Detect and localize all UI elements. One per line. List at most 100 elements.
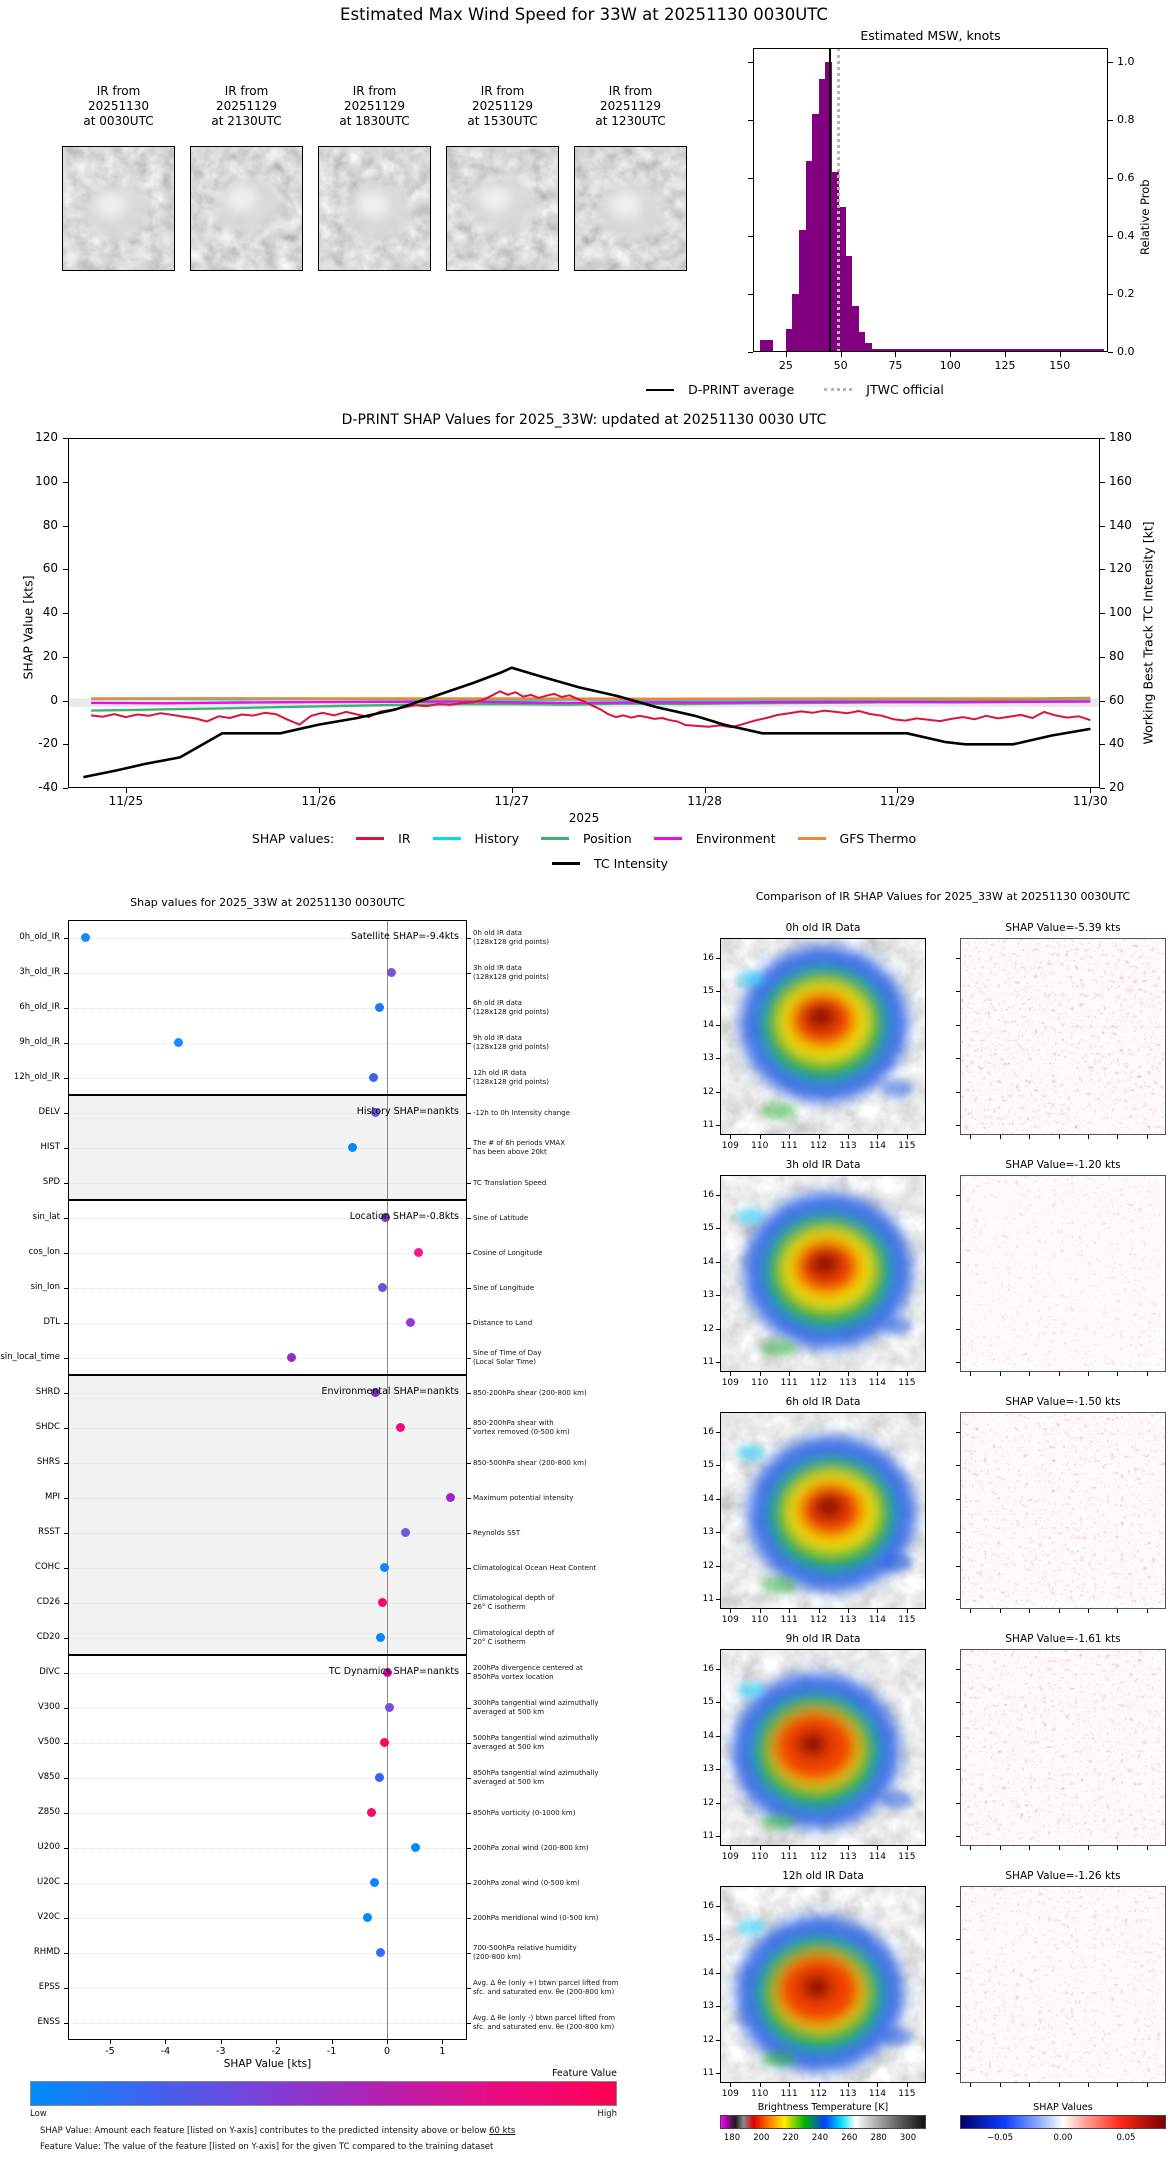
bt-colorbar-title: Brightness Temperature [K] bbox=[757, 2102, 889, 2113]
map-x-tick-label: 110 bbox=[751, 1141, 769, 1151]
shap-dot bbox=[375, 1633, 385, 1642]
shap-map-x-tick bbox=[970, 1372, 972, 1376]
map-x-tick-label: 110 bbox=[751, 1852, 769, 1862]
map-x-tick bbox=[877, 1372, 879, 1376]
dotplot-row-tick-right bbox=[467, 1252, 471, 1254]
dotplot-feature-note: 200hPa zonal wind (0-500 km) bbox=[473, 1878, 580, 1887]
map-y-tick-label: 14 bbox=[702, 1967, 714, 1978]
dotplot-gridline bbox=[68, 1952, 467, 1954]
map-y-tick bbox=[716, 1669, 720, 1671]
shap-map-art bbox=[961, 1887, 1165, 2082]
map-x-tick bbox=[877, 1135, 879, 1139]
map-y-tick bbox=[716, 1906, 720, 1908]
timeseries-y-tick-left-label: -40 bbox=[38, 780, 58, 794]
map-x-tick-label: 110 bbox=[751, 1615, 769, 1625]
timeseries-x-tick-label: 11/25 bbox=[108, 794, 144, 808]
shap-map-x-tick bbox=[999, 1135, 1001, 1139]
bt-colorbar bbox=[720, 2115, 926, 2129]
dotplot-x-tick-label: -4 bbox=[160, 2046, 171, 2057]
shap-map-x-tick bbox=[1029, 2083, 1031, 2087]
map-x-tick bbox=[877, 1846, 879, 1850]
shap-map-x-tick bbox=[1146, 1372, 1148, 1376]
dotplot-row-tick-right bbox=[467, 1532, 471, 1534]
map-y-tick-label: 16 bbox=[702, 1664, 714, 1675]
shap-map-x-tick bbox=[1029, 1372, 1031, 1376]
dotplot-gridline bbox=[68, 1672, 467, 1674]
ir-thumbnail-art bbox=[63, 147, 174, 270]
map-y-tick-label: 15 bbox=[702, 986, 714, 997]
map-x-tick-label: 114 bbox=[868, 1378, 887, 1388]
map-x-tick bbox=[789, 1609, 791, 1613]
histogram-y-tick-label: 0.8 bbox=[1117, 113, 1135, 126]
shap-map-y-tick bbox=[956, 1295, 960, 1297]
dotplot-gridline bbox=[68, 1637, 467, 1639]
dotplot-feature-note: 850-200hPa shear (200-800 km) bbox=[473, 1388, 587, 1397]
histogram-y-tick-label: 0.0 bbox=[1117, 345, 1135, 358]
map-x-tick bbox=[759, 1372, 761, 1376]
dotplot-row-tick-left bbox=[64, 937, 68, 939]
map-y-tick bbox=[716, 1328, 720, 1330]
dotplot-section-separator bbox=[68, 1654, 467, 1656]
ir-thumbnail-art bbox=[191, 147, 302, 270]
dotplot-row-tick-right bbox=[467, 1392, 471, 1394]
map-y-tick-label: 14 bbox=[702, 1730, 714, 1741]
dprint-average-label: D-PRINT average bbox=[688, 382, 795, 397]
dotplot-feature-note: 850hPa tangential wind azimuthally averag… bbox=[473, 1769, 599, 1786]
dotplot-feature-label: MPI bbox=[45, 1491, 60, 1502]
histogram-bar bbox=[864, 343, 872, 352]
shap-map-x-tick bbox=[1029, 1135, 1031, 1139]
dotplot-gridline bbox=[68, 972, 467, 974]
comparison-shap-map-title: SHAP Value=-1.50 kts bbox=[1005, 1396, 1121, 1408]
map-y-tick bbox=[716, 1972, 720, 1974]
dotplot-row-tick-left bbox=[64, 1952, 68, 1954]
dotplot-feature-label: U20C bbox=[37, 1876, 60, 1887]
dotplot-section-separator bbox=[68, 1094, 467, 1096]
map-y-tick bbox=[716, 1261, 720, 1263]
dotplot-row-tick-right bbox=[467, 1987, 471, 1989]
shap-map-art bbox=[961, 1413, 1165, 1608]
timeseries-y-tick-right bbox=[1100, 525, 1105, 527]
shap-dot bbox=[379, 1563, 389, 1572]
shap-map-y-tick bbox=[956, 2006, 960, 2008]
histogram-y-tick-left bbox=[748, 236, 753, 237]
ir-thumbnail-title: IR from 20251129 at 2130UTC bbox=[211, 84, 282, 128]
legend-label: TC Intensity bbox=[593, 856, 668, 871]
map-y-tick-label: 14 bbox=[702, 1493, 714, 1504]
timeseries-legend-row2: TC Intensity bbox=[300, 856, 920, 871]
shap-map-y-tick bbox=[956, 1432, 960, 1434]
shap-map-y-tick bbox=[956, 1532, 960, 1534]
timeseries-x-tick bbox=[897, 788, 899, 793]
shap-dot bbox=[369, 1878, 379, 1887]
comparison-ir-map-title: 0h old IR Data bbox=[785, 922, 861, 934]
map-y-tick bbox=[716, 2039, 720, 2041]
shap-map-x-tick bbox=[1088, 2083, 1090, 2087]
timeseries-y-tick-left-label: 20 bbox=[42, 648, 58, 663]
shap-dot bbox=[445, 1493, 455, 1502]
shap-map-y-tick bbox=[956, 1362, 960, 1364]
timeseries-y-tick-left bbox=[63, 525, 68, 527]
map-x-tick bbox=[848, 2083, 850, 2087]
map-x-tick-label: 111 bbox=[780, 1852, 798, 1862]
map-x-tick-label: 114 bbox=[868, 1141, 887, 1151]
dotplot-x-tick-label: -2 bbox=[271, 2046, 281, 2057]
histogram-tail-bar bbox=[871, 348, 1104, 352]
map-y-tick-label: 12 bbox=[702, 2034, 714, 2045]
ir-thumbnail-title: IR from 20251129 at 1530UTC bbox=[467, 84, 538, 128]
map-x-tick-label: 115 bbox=[898, 1615, 916, 1625]
timeseries-y-tick-right bbox=[1100, 438, 1105, 439]
dotplot-feature-note: Sine of Longitude bbox=[473, 1283, 535, 1292]
timeseries-y-tick-right bbox=[1100, 656, 1105, 658]
histogram-y-tick-left bbox=[748, 294, 753, 295]
dotplot-x-tick bbox=[110, 2040, 111, 2044]
map-x-tick bbox=[906, 1135, 908, 1139]
histogram-y-tick-left bbox=[748, 120, 753, 121]
dotplot-feature-note: 12h old IR data (128x128 grid points) bbox=[473, 1069, 549, 1086]
map-x-tick-label: 113 bbox=[839, 1141, 857, 1151]
map-x-tick bbox=[848, 1846, 850, 1850]
shap-map-y-tick bbox=[956, 1565, 960, 1567]
histogram-bar bbox=[858, 331, 866, 352]
map-x-tick-label: 111 bbox=[780, 2089, 798, 2099]
dotplot-title: Shap values for 2025_33W at 20251130 003… bbox=[130, 896, 405, 909]
dotplot-row-tick-left bbox=[64, 1602, 68, 1604]
shap-dot bbox=[382, 1668, 392, 1677]
